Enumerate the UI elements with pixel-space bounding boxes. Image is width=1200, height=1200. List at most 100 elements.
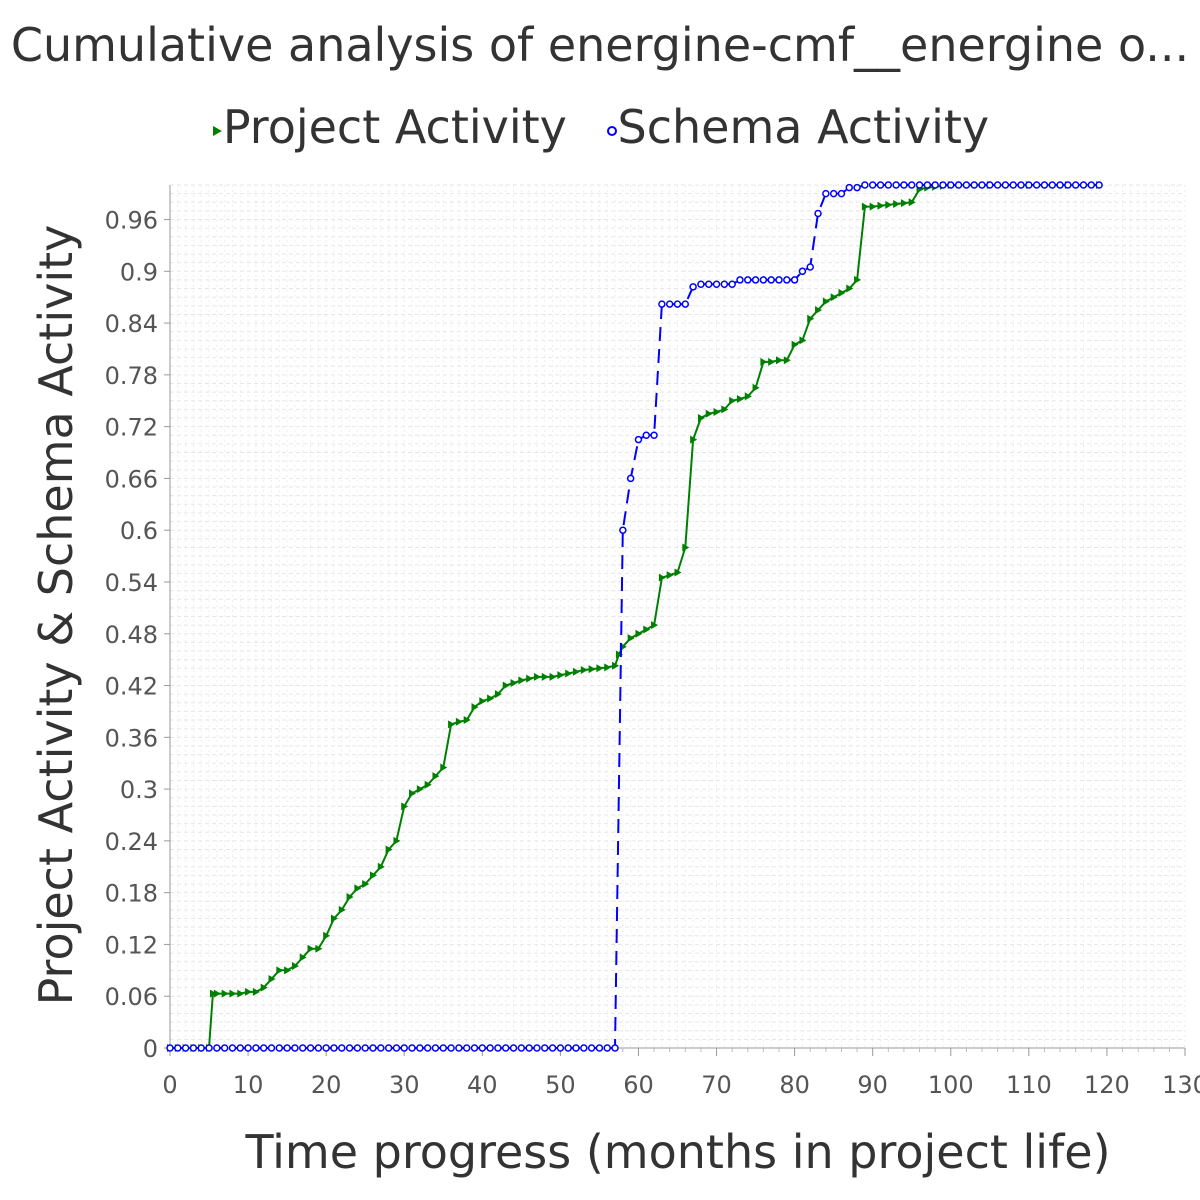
x-tick-label: 120 [1084, 1071, 1130, 1099]
data-point-schema-activity [642, 431, 651, 440]
data-point-schema-activity [236, 1044, 245, 1052]
series-project-activity [167, 181, 1104, 1052]
data-point-schema-activity [587, 1044, 596, 1052]
data-point-schema-activity [806, 263, 814, 271]
data-point-project-activity [744, 392, 752, 401]
data-point-schema-activity [1001, 181, 1010, 189]
y-tick-label: 0.24 [105, 828, 158, 856]
data-point-schema-activity [252, 1044, 260, 1052]
y-tick-label: 0.3 [120, 776, 158, 804]
data-point-schema-activity [298, 1044, 307, 1052]
data-point-schema-activity [345, 1044, 354, 1052]
data-point-schema-activity [673, 300, 682, 308]
x-tick-label: 110 [1006, 1071, 1052, 1099]
data-point-schema-activity [923, 181, 932, 189]
data-point-schema-activity [369, 1044, 377, 1052]
legend-label-project-activity: Project Activity [222, 100, 567, 154]
data-point-schema-activity [931, 181, 939, 189]
data-point-schema-activity [267, 1044, 276, 1052]
data-point-schema-activity [595, 1044, 604, 1052]
data-point-project-activity [713, 407, 721, 416]
data-point-schema-activity [314, 1044, 323, 1052]
data-point-schema-activity [822, 189, 830, 198]
data-point-project-activity [596, 664, 604, 673]
data-point-project-activity [209, 989, 217, 998]
data-point-project-activity [276, 966, 284, 975]
x-tick-label: 60 [623, 1071, 654, 1099]
data-point-schema-activity [525, 1044, 533, 1052]
data-point-project-activity [705, 409, 713, 418]
data-point-schema-activity [220, 1044, 229, 1052]
data-point-project-activity [424, 780, 432, 789]
data-point-project-activity [885, 200, 893, 209]
data-point-project-activity [315, 944, 323, 953]
legend-label-schema-activity: Schema Activity [617, 100, 990, 154]
legend-item-schema-activity[interactable]: Schema Activity [606, 100, 990, 154]
data-point-project-activity [627, 634, 635, 643]
data-point-schema-activity [166, 1044, 174, 1052]
data-point-project-activity [838, 288, 846, 297]
data-point-project-activity [409, 789, 417, 798]
data-point-schema-activity [1087, 181, 1096, 189]
data-point-project-activity [580, 666, 588, 675]
data-point-schema-activity [626, 474, 635, 483]
data-point-project-activity [807, 314, 815, 323]
data-point-project-activity [284, 966, 292, 975]
data-point-schema-activity [564, 1044, 572, 1052]
data-point-project-activity [237, 989, 245, 998]
data-point-schema-activity [868, 181, 877, 189]
data-point-schema-activity [728, 280, 736, 288]
data-point-schema-activity [384, 1044, 393, 1052]
data-point-schema-activity [1040, 181, 1049, 189]
data-point-schema-activity [1071, 181, 1080, 189]
data-point-project-activity [635, 629, 643, 638]
legend-marker-project-activity [212, 125, 222, 136]
data-point-project-activity [377, 862, 385, 871]
data-point-project-activity [479, 697, 487, 706]
data-point-schema-activity [572, 1044, 580, 1052]
data-point-schema-activity [400, 1044, 408, 1052]
data-point-schema-activity [494, 1044, 502, 1052]
data-point-schema-activity [744, 276, 752, 284]
data-point-project-activity [783, 356, 791, 365]
data-point-project-activity [299, 953, 307, 962]
y-tick-label: 0.48 [105, 621, 158, 649]
y-axis-title: Project Activity & Schema Activity [29, 225, 83, 1006]
data-point-project-activity [604, 663, 612, 672]
y-tick-label: 0.36 [105, 724, 158, 752]
data-point-schema-activity [892, 181, 900, 189]
data-point-schema-activity [790, 276, 799, 284]
axes: 0 10 20 30 40 50 60 70 80 90 100 110 120 130 0 0.06 0.12… [105, 185, 1200, 1099]
data-point-project-activity [494, 690, 502, 699]
data-point-schema-activity [181, 1044, 190, 1052]
series-layer [166, 181, 1104, 1052]
y-tick-label: 0.9 [120, 258, 158, 286]
data-point-project-activity [323, 931, 331, 940]
data-point-project-activity [658, 573, 666, 582]
data-point-schema-activity [353, 1044, 362, 1052]
data-point-project-activity [245, 987, 253, 996]
data-point-schema-activity [283, 1044, 291, 1052]
data-point-project-activity [291, 962, 299, 971]
data-point-schema-activity [876, 181, 885, 189]
data-point-schema-activity [665, 300, 674, 308]
data-point-schema-activity [486, 1044, 494, 1052]
data-point-project-activity [651, 621, 659, 630]
legend-item-project-activity[interactable]: Project Activity [211, 100, 567, 154]
data-point-schema-activity [462, 1044, 471, 1052]
data-point-schema-activity [962, 181, 971, 189]
data-point-schema-activity [189, 1044, 198, 1052]
data-point-project-activity [893, 199, 901, 208]
data-point-schema-activity [408, 1044, 416, 1052]
data-point-schema-activity [704, 280, 713, 288]
x-tick-label: 0 [162, 1071, 177, 1099]
data-point-schema-activity [306, 1044, 315, 1052]
data-point-schema-activity [736, 276, 744, 284]
data-point-project-activity [541, 672, 549, 681]
data-point-schema-activity [517, 1044, 526, 1052]
data-point-schema-activity [947, 181, 955, 189]
data-point-schema-activity [1079, 181, 1088, 189]
data-point-project-activity [362, 880, 370, 889]
x-tick-label: 50 [545, 1071, 576, 1099]
